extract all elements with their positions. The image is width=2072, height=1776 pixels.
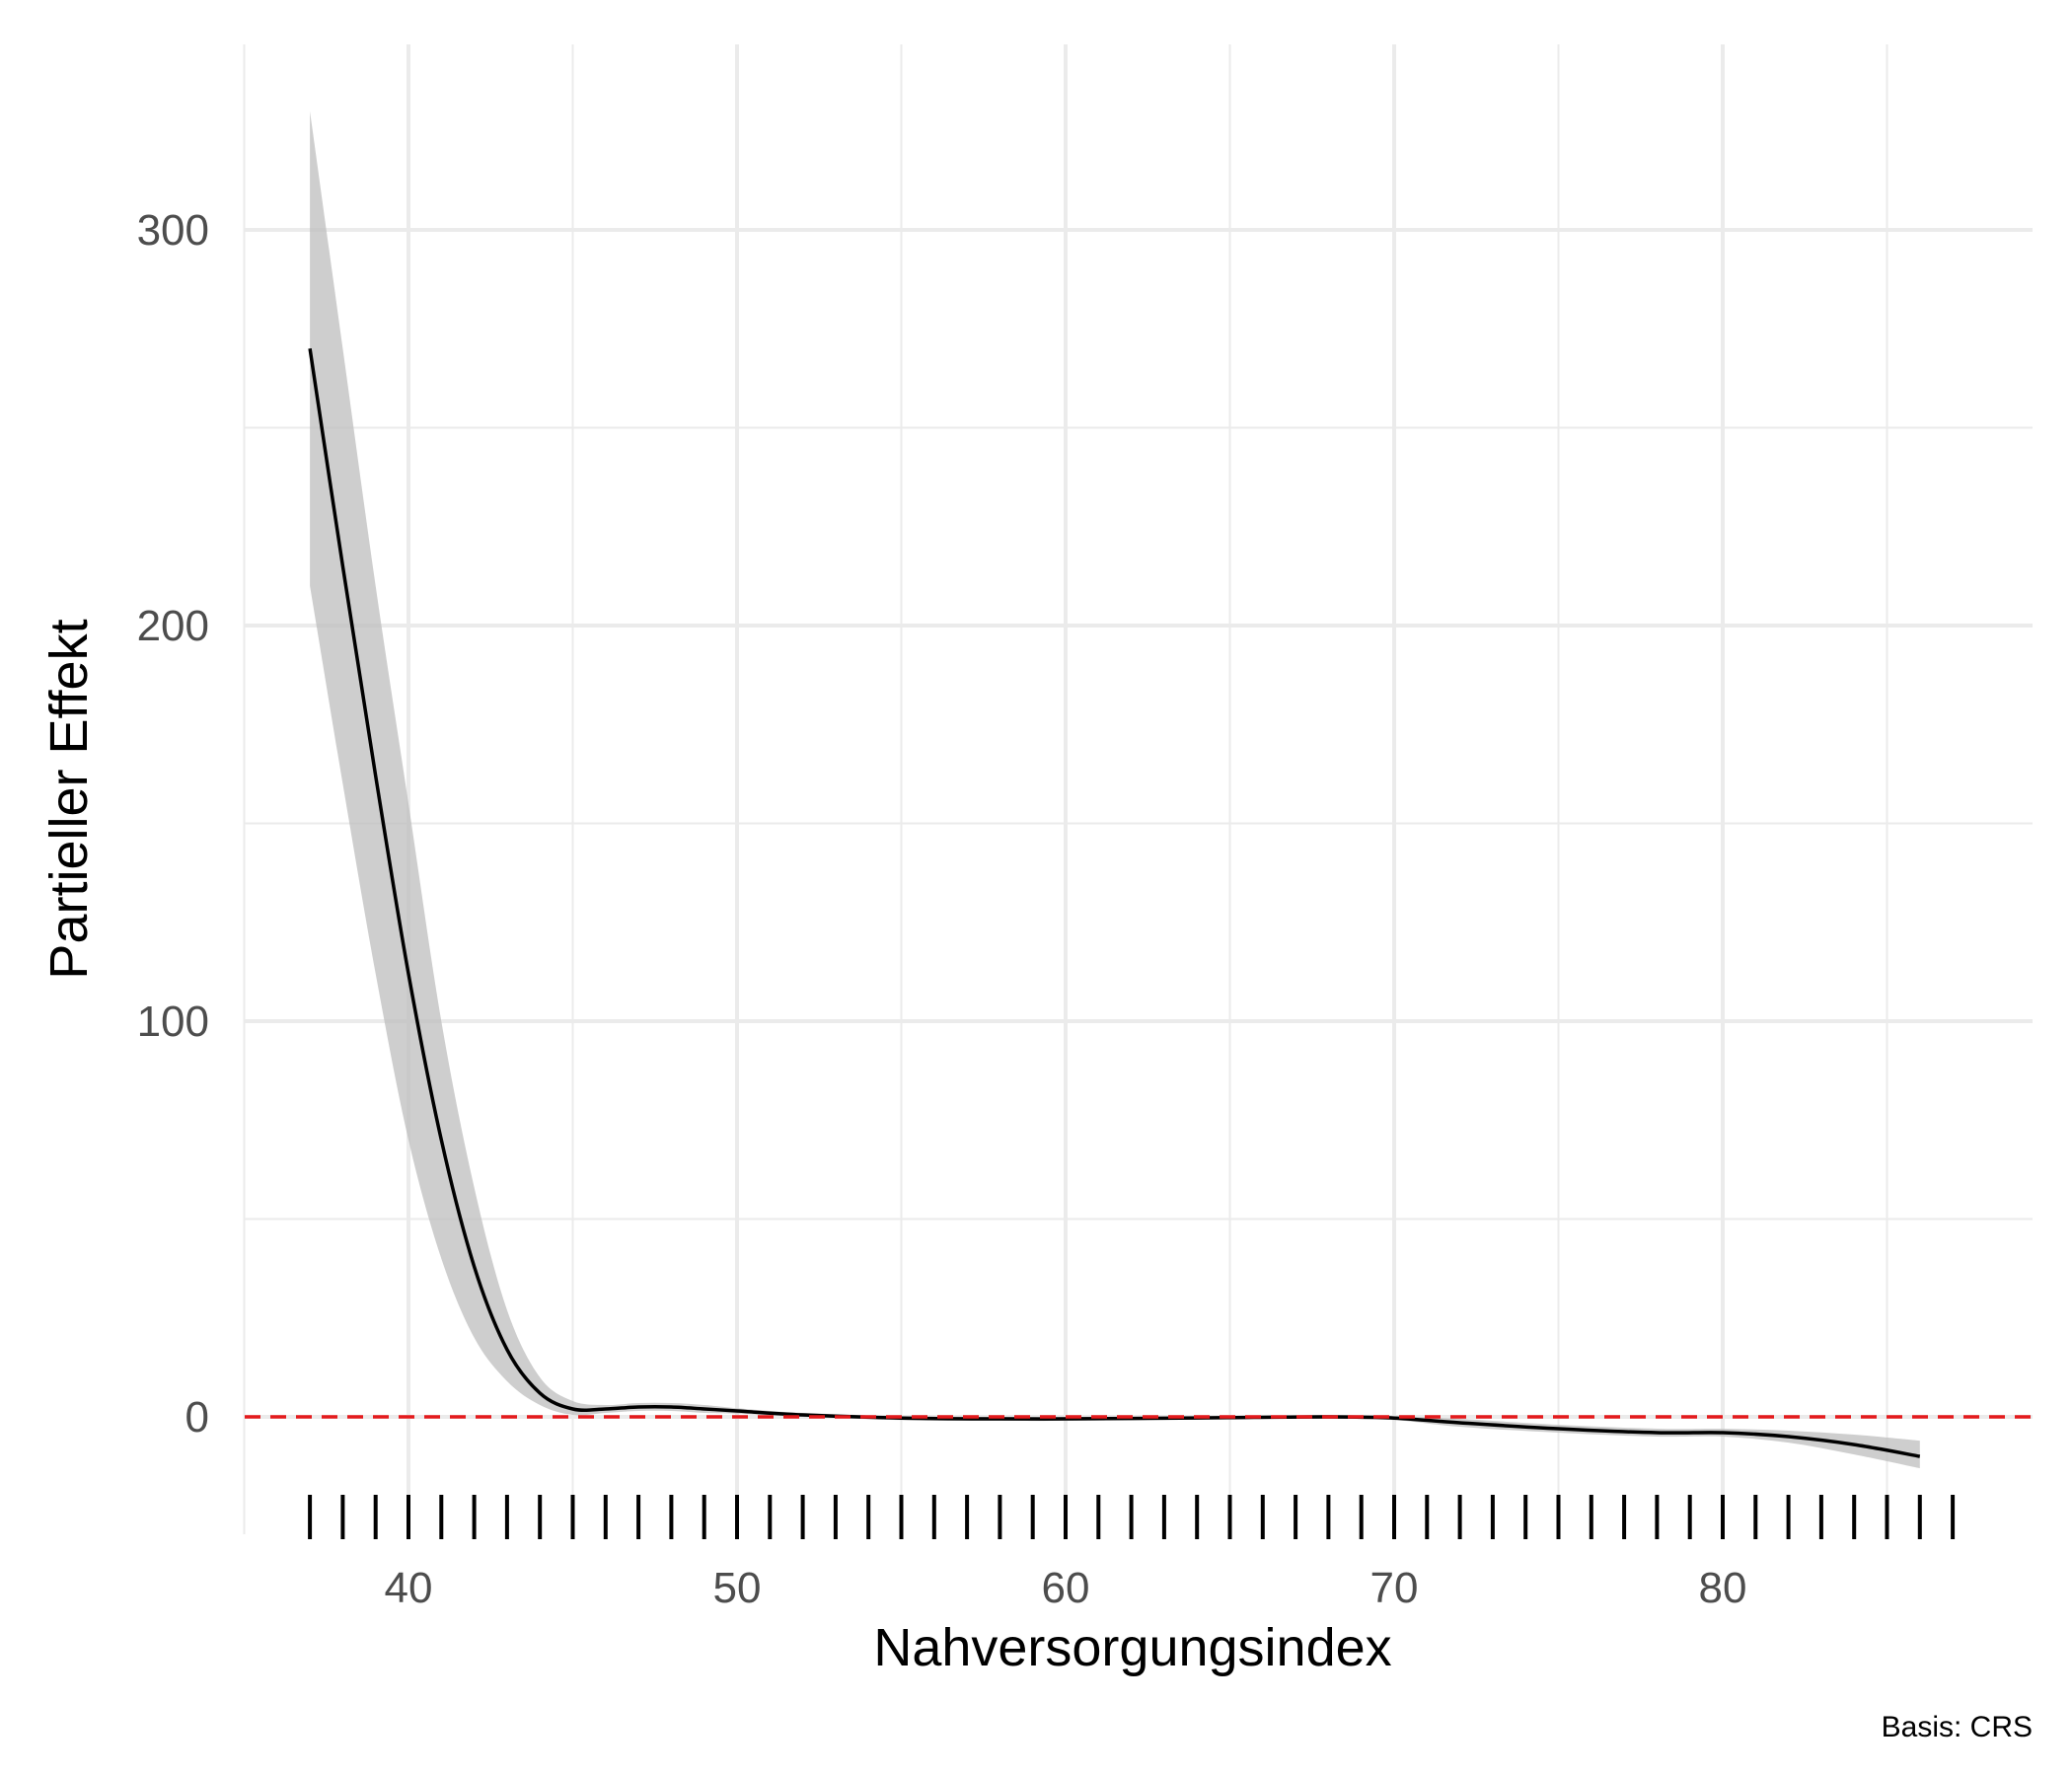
x-axis-title: Nahversorgungsindex: [873, 1618, 1391, 1677]
y-tick-label: 100: [137, 998, 209, 1046]
x-tick-label: 40: [385, 1564, 433, 1612]
y-tick-label: 200: [137, 602, 209, 650]
major-grid: [245, 44, 2033, 1534]
x-tick-label: 70: [1370, 1564, 1419, 1612]
x-tick-label: 80: [1699, 1564, 1747, 1612]
y-tick-label: 0: [185, 1393, 209, 1442]
confidence-ribbon: [310, 111, 1920, 1469]
x-tick-labels: 40 50 60 70 80: [385, 1564, 1747, 1612]
x-tick-label: 50: [713, 1564, 762, 1612]
effect-curve: [308, 348, 1921, 1458]
confidence-band: [310, 111, 1920, 1469]
effect-line: [308, 348, 1921, 1458]
x-tick-label: 60: [1042, 1564, 1090, 1612]
y-tick-labels: 0 100 200 300: [137, 206, 209, 1442]
rug-marks: [308, 1495, 1956, 1539]
y-axis-title: Partieller Effekt: [39, 619, 99, 979]
caption: Basis: CRS: [1882, 1711, 2033, 1743]
minor-grid: [243, 44, 2033, 1534]
y-tick-label: 300: [137, 206, 209, 255]
